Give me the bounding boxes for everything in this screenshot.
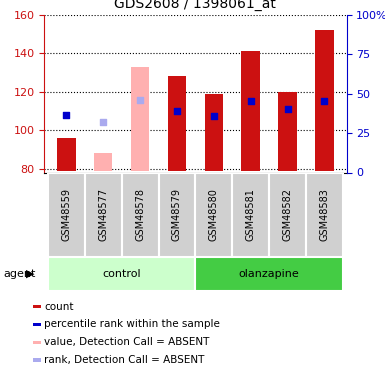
Point: [63, 112, 69, 118]
Point: [211, 113, 217, 119]
Bar: [315, 30, 333, 171]
Bar: [33, 358, 42, 362]
Text: rank, Detection Call = ABSENT: rank, Detection Call = ABSENT: [44, 355, 204, 365]
Bar: [57, 138, 75, 171]
Bar: [33, 305, 42, 308]
Bar: [278, 92, 297, 171]
Point: [248, 98, 254, 104]
Text: control: control: [102, 269, 141, 279]
Bar: [131, 67, 149, 171]
Bar: [85, 172, 122, 257]
Bar: [196, 257, 343, 291]
Point: [100, 118, 106, 124]
Text: count: count: [44, 302, 74, 312]
Bar: [204, 94, 223, 171]
Bar: [33, 340, 42, 344]
Text: GSM48580: GSM48580: [209, 188, 219, 241]
Text: GSM48577: GSM48577: [98, 188, 108, 241]
Text: GSM48581: GSM48581: [246, 188, 256, 241]
Text: ▶: ▶: [26, 269, 35, 279]
Bar: [48, 257, 196, 291]
Bar: [232, 172, 269, 257]
Bar: [159, 172, 196, 257]
Point: [321, 98, 328, 104]
Bar: [306, 172, 343, 257]
Text: GSM48579: GSM48579: [172, 188, 182, 241]
Bar: [269, 172, 306, 257]
Text: olanzapine: olanzapine: [239, 269, 300, 279]
Bar: [196, 172, 232, 257]
Point: [285, 106, 291, 112]
Bar: [94, 153, 112, 171]
Point: [137, 98, 143, 104]
Text: GSM48559: GSM48559: [61, 188, 71, 241]
Title: GDS2608 / 1398061_at: GDS2608 / 1398061_at: [114, 0, 276, 11]
Text: GSM48583: GSM48583: [320, 188, 330, 241]
Bar: [33, 323, 42, 326]
Bar: [48, 172, 85, 257]
Point: [174, 108, 180, 114]
Bar: [241, 51, 260, 171]
Text: agent: agent: [4, 269, 36, 279]
Bar: [122, 172, 159, 257]
Text: GSM48578: GSM48578: [135, 188, 145, 241]
Bar: [168, 76, 186, 171]
Text: value, Detection Call = ABSENT: value, Detection Call = ABSENT: [44, 337, 209, 347]
Text: GSM48582: GSM48582: [283, 188, 293, 241]
Text: percentile rank within the sample: percentile rank within the sample: [44, 320, 220, 330]
